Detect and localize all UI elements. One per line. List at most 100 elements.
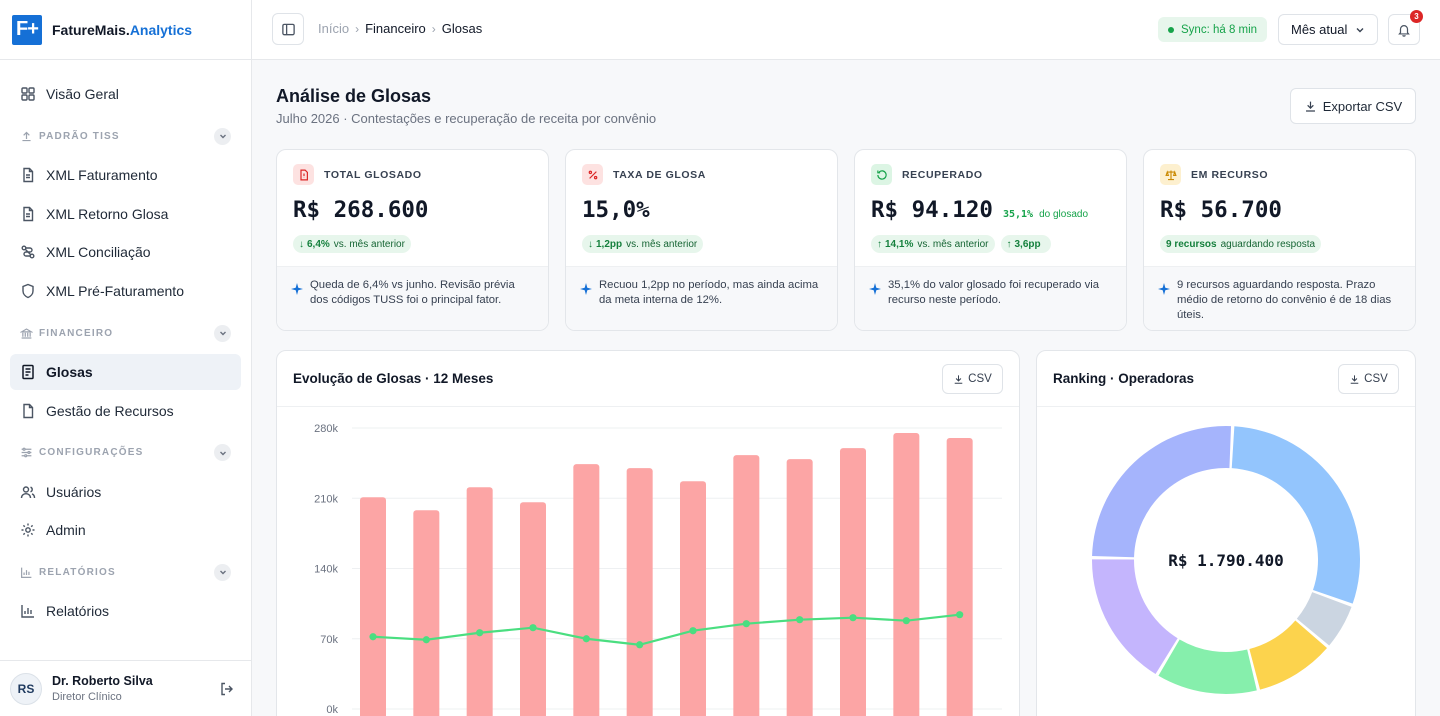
pie-slice[interactable] bbox=[1231, 426, 1360, 604]
sidebar-item-visao-geral[interactable]: Visão Geral bbox=[10, 76, 241, 112]
grid-icon bbox=[21, 87, 35, 101]
line-point[interactable] bbox=[689, 627, 697, 635]
bar[interactable] bbox=[520, 502, 546, 716]
sidebar-item-label: XML Pré-Faturamento bbox=[46, 283, 184, 300]
gear-icon bbox=[21, 523, 35, 537]
logout-icon[interactable] bbox=[219, 681, 235, 697]
delta-badge: ↑ 3,6pp bbox=[1000, 235, 1051, 253]
export-csv-button[interactable]: Exportar CSV bbox=[1290, 88, 1416, 124]
ranking-csv-button[interactable]: CSV bbox=[1338, 364, 1399, 394]
line-point[interactable] bbox=[369, 633, 377, 641]
status-dot bbox=[1168, 26, 1174, 33]
sidebar-item-admin[interactable]: Admin bbox=[10, 512, 241, 548]
kpi-insight: 35,1% do valor glosado foi recuperado vi… bbox=[855, 266, 1126, 330]
bar[interactable] bbox=[840, 448, 866, 716]
sidebar-item-label: Gestão de Recursos bbox=[46, 402, 174, 419]
sidebar-item-usuarios[interactable]: Usuários bbox=[10, 474, 241, 510]
pie-slice[interactable] bbox=[1249, 620, 1328, 690]
line-point[interactable] bbox=[422, 636, 430, 644]
sidebar-item-label: Glosas bbox=[46, 364, 93, 381]
brand[interactable]: F+ FatureMais.Analytics bbox=[0, 0, 251, 60]
breadcrumb-separator: › bbox=[431, 21, 436, 36]
sidebar-item-label: Visão Geral bbox=[46, 86, 119, 102]
card-title: Ranking · Operadoras bbox=[1053, 371, 1195, 386]
kpi-value: R$ 94.120 35,1% do glosado bbox=[871, 197, 1089, 223]
kpi-label: TOTAL GLOSADO bbox=[324, 168, 422, 181]
line-point[interactable] bbox=[796, 616, 804, 624]
line-point[interactable] bbox=[956, 611, 964, 619]
bar[interactable] bbox=[893, 433, 920, 716]
section-financeiro[interactable]: FINANCEIRO bbox=[10, 315, 241, 351]
chevron-down-icon[interactable] bbox=[214, 324, 231, 342]
scale-icon bbox=[1160, 164, 1181, 185]
bar[interactable] bbox=[733, 455, 760, 716]
pie-slice[interactable] bbox=[1092, 559, 1178, 675]
sidebar-item-label: XML Faturamento bbox=[46, 167, 158, 183]
pie-slice[interactable] bbox=[1296, 592, 1352, 646]
section-padrao-tiss[interactable]: PADRÃO TISS bbox=[10, 118, 241, 154]
breadcrumb-item-financeiro[interactable]: Financeiro bbox=[365, 21, 426, 36]
line-point[interactable] bbox=[849, 614, 857, 622]
bar[interactable] bbox=[360, 497, 386, 716]
evolution-csv-button[interactable]: CSV bbox=[942, 364, 1003, 394]
chevron-down-icon[interactable] bbox=[214, 127, 231, 145]
line-point[interactable] bbox=[582, 635, 590, 643]
bar[interactable] bbox=[626, 468, 653, 716]
file-icon bbox=[23, 403, 34, 418]
evolution-bar-chart: 0k 70k 140k 210k 280k bbox=[314, 423, 1002, 716]
sparkle-icon bbox=[291, 283, 303, 295]
section-configuracoes[interactable]: CONFIGURAÇÕES bbox=[10, 435, 241, 471]
kpi-card-recuperado: RECUPERADO R$ 94.120 35,1% do glosado ↑ 1… bbox=[854, 149, 1127, 331]
download-icon bbox=[1305, 101, 1315, 112]
page-subtitle: Julho 2026 · Contestações e recuperação … bbox=[276, 111, 657, 126]
chevron-down-icon[interactable] bbox=[214, 563, 231, 581]
pie-slice[interactable] bbox=[1092, 426, 1232, 558]
y-tick-label: 280k bbox=[314, 423, 338, 435]
sidebar-item-xml-retorno-glosa[interactable]: XML Retorno Glosa bbox=[10, 196, 241, 232]
kpi-side-value: 35,1% do glosado bbox=[1002, 209, 1089, 220]
line-point[interactable] bbox=[636, 641, 644, 649]
download-icon bbox=[954, 374, 963, 384]
chart-icon bbox=[21, 605, 34, 619]
sidebar-item-xml-faturamento[interactable]: XML Faturamento bbox=[10, 157, 241, 193]
bank-icon bbox=[20, 327, 33, 339]
sidebar-toggle-button[interactable] bbox=[272, 13, 304, 45]
sync-status-text: Sync: há 8 min bbox=[1181, 23, 1258, 36]
section-relatorios[interactable]: RELATÓRIOS bbox=[10, 554, 241, 590]
line-point[interactable] bbox=[476, 629, 484, 637]
sparkle-icon bbox=[1158, 283, 1170, 295]
line-point[interactable] bbox=[529, 624, 537, 632]
line-point[interactable] bbox=[902, 617, 910, 625]
chevron-down-icon[interactable] bbox=[214, 444, 231, 462]
bar[interactable] bbox=[573, 464, 600, 716]
sidebar-item-xml-pre-faturamento[interactable]: XML Pré-Faturamento bbox=[10, 273, 241, 309]
sparkle-icon bbox=[580, 283, 592, 295]
file-icon bbox=[23, 167, 34, 183]
user-profile[interactable]: RS Dr. Roberto Silva Diretor Clínico bbox=[0, 660, 251, 716]
bar[interactable] bbox=[413, 510, 440, 716]
delta-badge: ↑ 14,1% vs. mês anterior bbox=[871, 235, 995, 253]
bar[interactable] bbox=[946, 438, 973, 716]
bar[interactable] bbox=[680, 481, 706, 716]
sidebar-item-relatorios[interactable]: Relatórios bbox=[10, 593, 241, 629]
sidebar-item-glosas[interactable]: Glosas bbox=[10, 354, 241, 391]
bar[interactable] bbox=[786, 459, 813, 716]
bar[interactable] bbox=[466, 487, 493, 716]
sidebar-item-gestao-de-recursos[interactable]: Gestão de Recursos bbox=[10, 393, 241, 429]
period-select[interactable]: Mês atual bbox=[1278, 14, 1378, 45]
user-role: Diretor Clínico bbox=[52, 691, 122, 703]
status-badge: 9 recursos aguardando resposta bbox=[1160, 235, 1322, 253]
card-header: Ranking · Operadoras CSV bbox=[1037, 351, 1415, 407]
users-icon bbox=[20, 486, 36, 498]
pie-slice[interactable] bbox=[1158, 639, 1257, 694]
chart-icon bbox=[21, 567, 32, 578]
kpi-card-total-glosado: TOTAL GLOSADO R$ 268.600 ↓ 6,4% vs. mês an… bbox=[276, 149, 549, 331]
section-title: PADRÃO TISS bbox=[39, 130, 120, 142]
line-point[interactable] bbox=[742, 620, 750, 628]
card-title: Evolução de Glosas · 12 Meses bbox=[293, 371, 494, 386]
notifications-button[interactable]: 3 bbox=[1388, 10, 1423, 45]
sidebar-item-xml-conciliacao[interactable]: XML Conciliação bbox=[10, 234, 241, 270]
breadcrumb-item-inicio[interactable]: Início bbox=[318, 21, 350, 36]
top-header: Início › Financeiro › Glosas Sync: há 8 … bbox=[252, 0, 1440, 60]
kpi-label: EM RECURSO bbox=[1191, 168, 1269, 181]
